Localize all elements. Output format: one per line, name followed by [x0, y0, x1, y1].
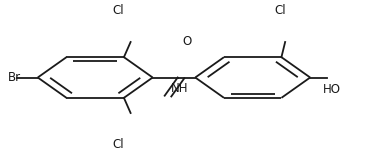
- Text: O: O: [182, 35, 192, 48]
- Text: Cl: Cl: [275, 4, 286, 17]
- Text: NH: NH: [171, 82, 189, 95]
- Text: Cl: Cl: [113, 138, 124, 151]
- Text: Br: Br: [8, 71, 21, 84]
- Text: Cl: Cl: [113, 4, 124, 17]
- Text: HO: HO: [323, 83, 341, 96]
